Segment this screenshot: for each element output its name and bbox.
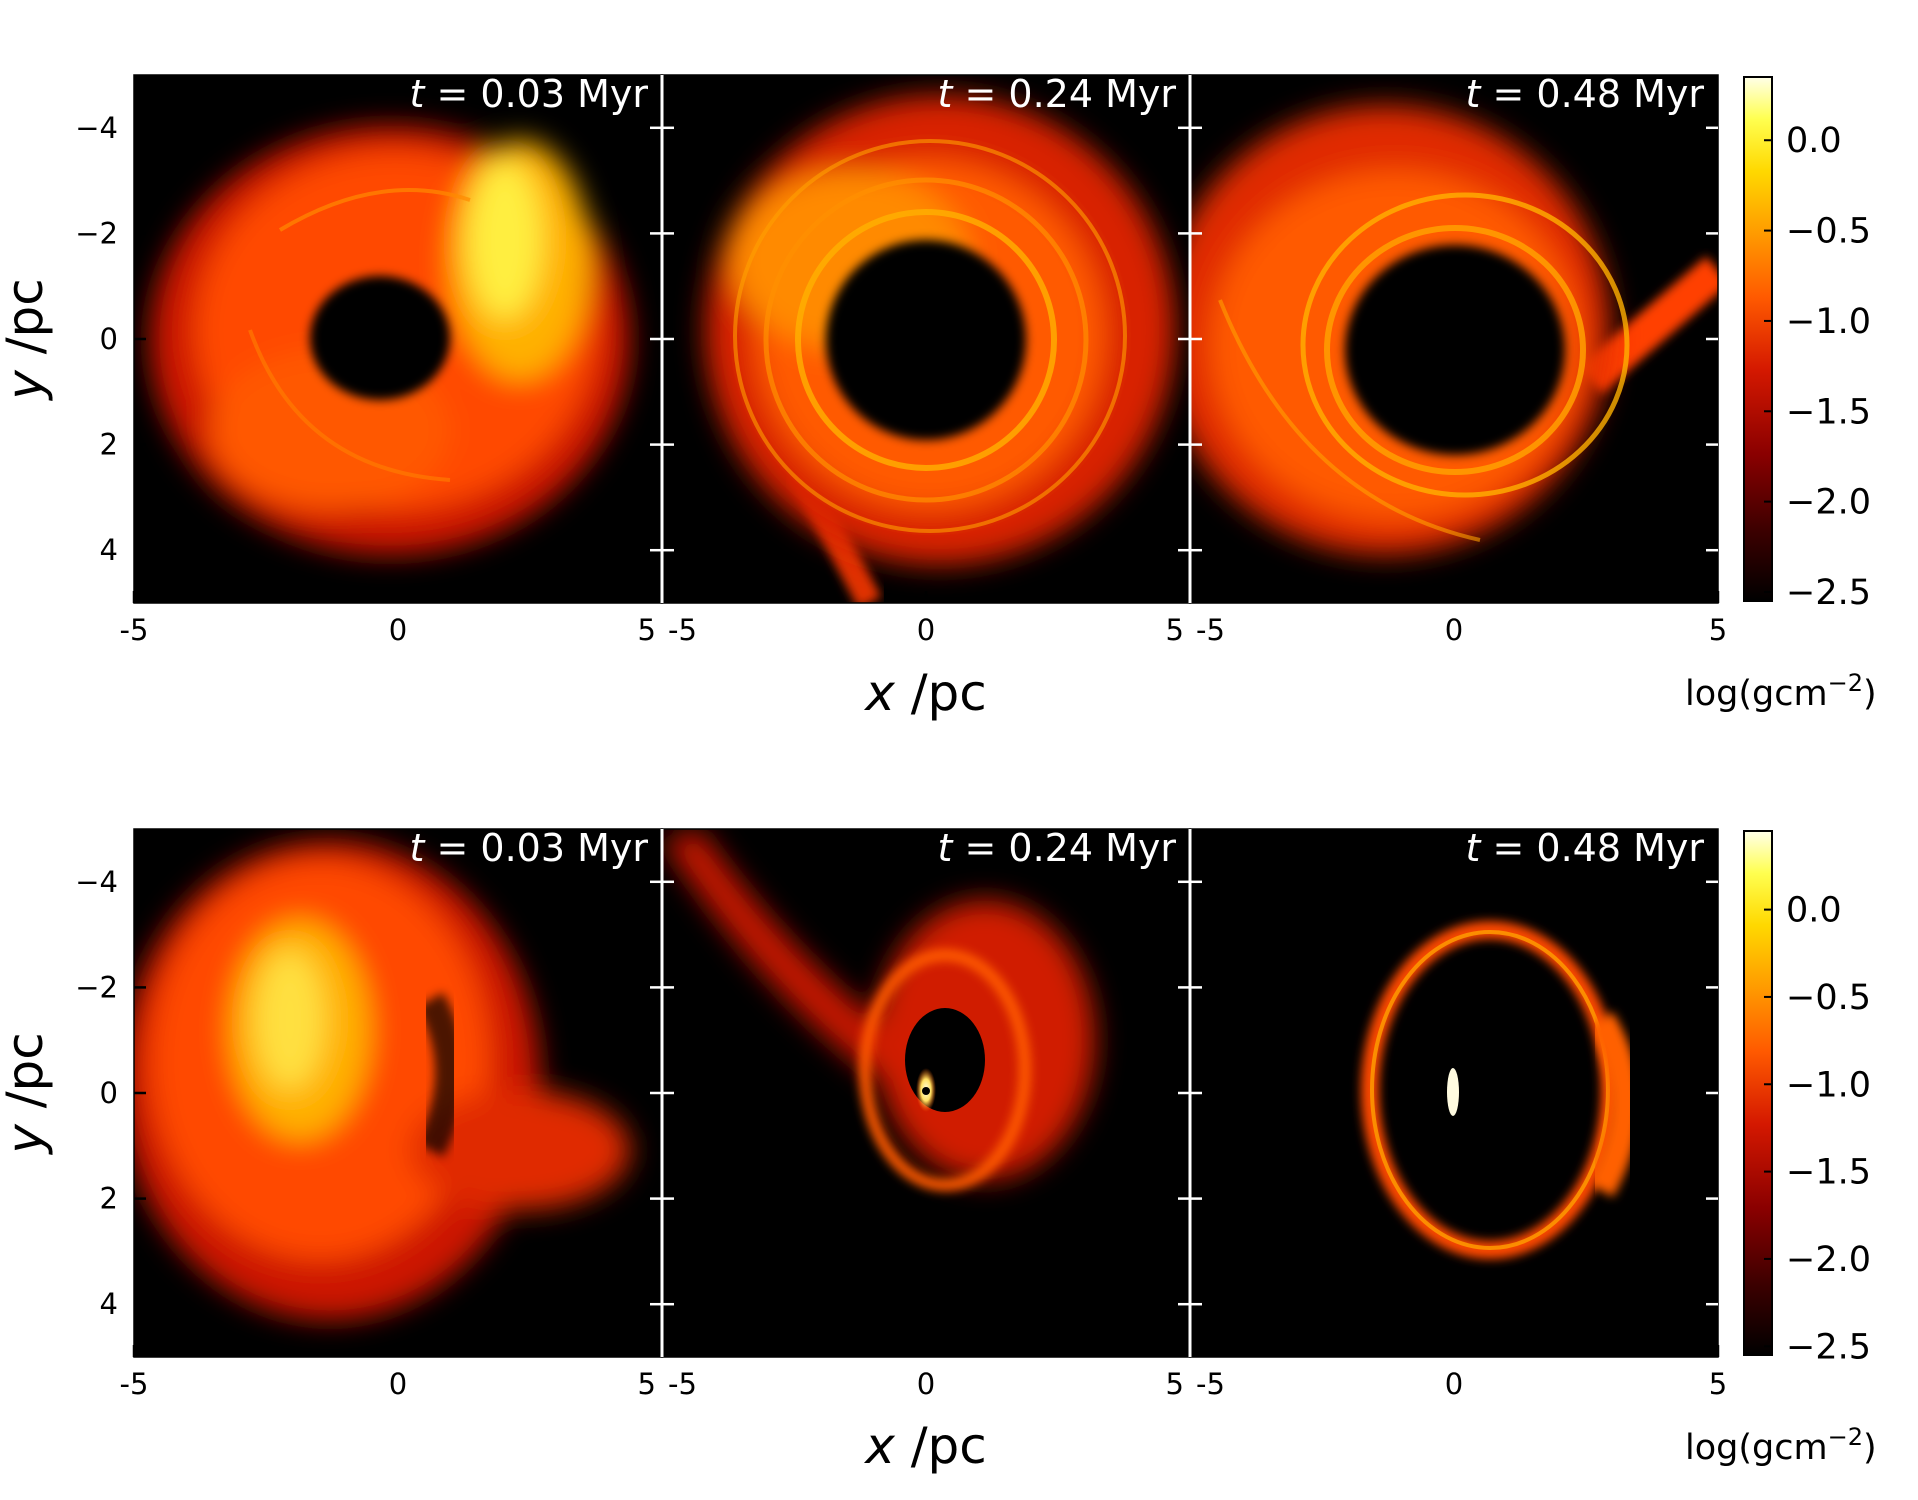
colorbar-tick-label: −1.5: [1786, 1153, 1871, 1193]
x-tick-label: 5: [1166, 1367, 1184, 1401]
panel-bottom-3: [1190, 829, 1718, 1357]
x-tick-label: 5: [1166, 613, 1184, 647]
time-label: t = 0.03 Myr: [410, 72, 649, 116]
colorbar-tick-label: −1.0: [1786, 1065, 1871, 1105]
y-tick-label-top: 2: [100, 428, 118, 462]
colorbar-tick-label: −2.0: [1786, 483, 1871, 523]
panel-bottom-2: [662, 829, 1190, 1357]
colorbar-top: [1743, 76, 1773, 602]
y-tick-label-top: −4: [75, 111, 118, 145]
colorbar-tick-label: −1.5: [1786, 392, 1871, 432]
x-tick-label: -5: [1196, 1367, 1225, 1401]
colorbar-tick-label: −0.5: [1786, 978, 1871, 1018]
colorbar-tick-label: −0.5: [1786, 212, 1871, 252]
colorbar-tick-label: 0.0: [1786, 121, 1842, 161]
y-tick-label-top: 0: [100, 322, 118, 356]
time-label: t = 0.24 Myr: [938, 826, 1177, 870]
x-tick-label: -5: [120, 1367, 149, 1401]
colorbar-tick-label: −2.5: [1786, 1327, 1871, 1367]
y-tick-label-top: 4: [100, 533, 118, 567]
panel-axes-top-3: -5 0 5 t = 0.48 Myr: [1188, 72, 1727, 647]
panel-bottom-1: [134, 829, 662, 1357]
time-label: t = 0.48 Myr: [1466, 826, 1705, 870]
x-axis-label-bottom: x /pc: [863, 1417, 987, 1475]
x-tick-label: -5: [120, 613, 149, 647]
x-tick-label: -5: [668, 1367, 697, 1401]
y-axis-label-top: y /pc: [0, 278, 54, 402]
time-label: t = 0.48 Myr: [1466, 72, 1705, 116]
panel-axes-bottom-3: -5 0 5 t = 0.48 Myr: [1188, 826, 1727, 1401]
x-tick-label: -5: [1196, 613, 1225, 647]
y-axis-label-bottom: y /pc: [0, 1032, 54, 1156]
colorbar-tick-label: 0.0: [1786, 891, 1842, 931]
colorbar-tick-label: −2.5: [1786, 573, 1871, 613]
panel-axes-top-1: -5 0 5 t = 0.03 Myr: [120, 72, 664, 647]
panel-top-2: [662, 75, 1190, 603]
x-tick-label: 5: [638, 1367, 656, 1401]
axes-overlay: 420−2−4-5 0 5t = 0.03 Myr-5 0 5t = 0.24 Myr-…: [75, 72, 1871, 1401]
x-tick-label: 0: [389, 613, 407, 647]
y-tick-label-bottom: 0: [100, 1076, 118, 1110]
colorbar-unit-top: log(gcm−2): [1685, 669, 1877, 714]
y-tick-label-bottom: −2: [75, 970, 118, 1004]
x-tick-label: 0: [917, 613, 935, 647]
x-tick-label: 0: [1445, 1367, 1463, 1401]
x-tick-label: 0: [917, 1367, 935, 1401]
time-label: t = 0.24 Myr: [938, 72, 1177, 116]
time-label: t = 0.03 Myr: [410, 826, 649, 870]
colorbar-unit-bottom: log(gcm−2): [1685, 1423, 1877, 1468]
x-axis-label-top: x /pc: [863, 664, 987, 722]
colorbar-tick-label: −1.0: [1786, 302, 1871, 342]
x-tick-label: 0: [389, 1367, 407, 1401]
x-tick-label: 5: [638, 613, 656, 647]
panel-top-1: [134, 75, 662, 603]
x-tick-label: 5: [1709, 613, 1727, 647]
y-tick-label-bottom: −4: [75, 865, 118, 899]
colorbar-bottom: [1743, 830, 1773, 1356]
x-tick-label: 0: [1445, 613, 1463, 647]
panel-top-3: [1190, 75, 1718, 603]
y-tick-label-bottom: 2: [100, 1182, 118, 1216]
x-tick-label: 5: [1709, 1367, 1727, 1401]
colorbar-tick-label: −2.0: [1786, 1240, 1871, 1280]
x-tick-label: -5: [668, 613, 697, 647]
y-tick-label-bottom: 4: [100, 1287, 118, 1321]
y-tick-label-top: −2: [75, 216, 118, 250]
